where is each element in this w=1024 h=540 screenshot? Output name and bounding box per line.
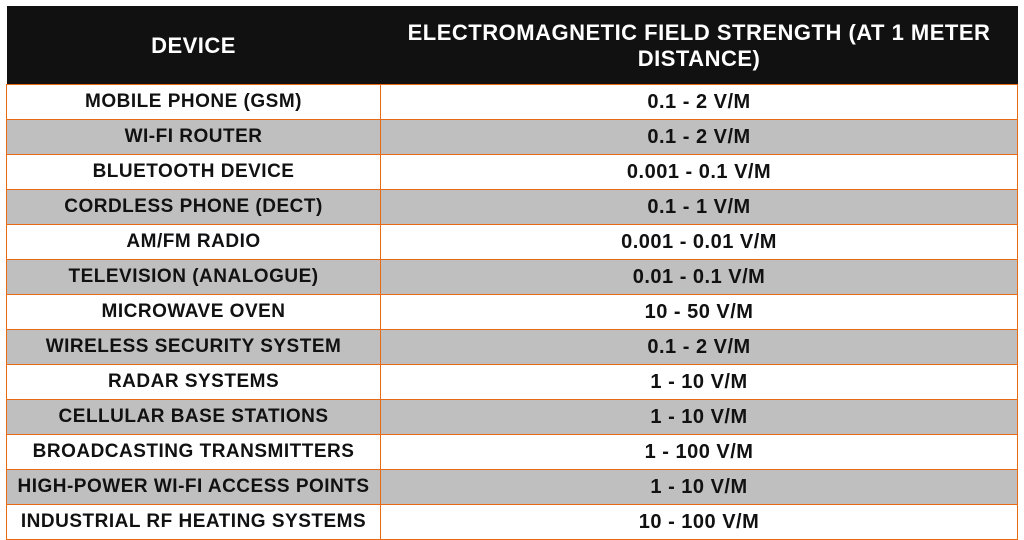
cell-device: AM/FM Radio bbox=[7, 225, 381, 260]
table-row: Cordless Phone (DECT)0.1 - 1 V/M bbox=[7, 190, 1018, 225]
cell-device: Mobile Phone (GSM) bbox=[7, 85, 381, 120]
cell-strength: 1 - 100 V/M bbox=[381, 435, 1018, 470]
table-row: AM/FM Radio0.001 - 0.01 V/M bbox=[7, 225, 1018, 260]
cell-device: Cellular Base Stations bbox=[7, 400, 381, 435]
table-row: Bluetooth Device0.001 - 0.1 V/M bbox=[7, 155, 1018, 190]
col-header-strength: ELECTROMAGNETIC FIELD STRENGTH (AT 1 MET… bbox=[381, 6, 1018, 85]
col-header-device: DEVICE bbox=[7, 6, 381, 85]
cell-strength: 1 - 10 V/M bbox=[381, 365, 1018, 400]
table-row: Wireless Security System0.1 - 2 V/M bbox=[7, 330, 1018, 365]
table-row: Wi-Fi Router0.1 - 2 V/M bbox=[7, 120, 1018, 155]
table-body: Mobile Phone (GSM)0.1 - 2 V/MWi-Fi Route… bbox=[7, 85, 1018, 540]
table-header-row: DEVICE ELECTROMAGNETIC FIELD STRENGTH (A… bbox=[7, 6, 1018, 85]
cell-device: Broadcasting Transmitters bbox=[7, 435, 381, 470]
cell-strength: 1 - 10 V/M bbox=[381, 400, 1018, 435]
cell-strength: 0.1 - 1 V/M bbox=[381, 190, 1018, 225]
cell-device: Radar Systems bbox=[7, 365, 381, 400]
table-row: Industrial RF Heating Systems10 - 100 V/… bbox=[7, 505, 1018, 540]
cell-strength: 0.01 - 0.1 V/M bbox=[381, 260, 1018, 295]
cell-strength: 10 - 100 V/M bbox=[381, 505, 1018, 540]
cell-strength: 0.1 - 2 V/M bbox=[381, 85, 1018, 120]
cell-device: Wireless Security System bbox=[7, 330, 381, 365]
cell-strength: 0.001 - 0.1 V/M bbox=[381, 155, 1018, 190]
cell-strength: 10 - 50 V/M bbox=[381, 295, 1018, 330]
cell-device: Microwave Oven bbox=[7, 295, 381, 330]
cell-device: Industrial RF Heating Systems bbox=[7, 505, 381, 540]
cell-strength: 1 - 10 V/M bbox=[381, 470, 1018, 505]
emf-table: DEVICE ELECTROMAGNETIC FIELD STRENGTH (A… bbox=[6, 6, 1018, 540]
table-row: High-Power Wi-Fi Access Points1 - 10 V/M bbox=[7, 470, 1018, 505]
cell-strength: 0.1 - 2 V/M bbox=[381, 120, 1018, 155]
table-row: Radar Systems1 - 10 V/M bbox=[7, 365, 1018, 400]
cell-strength: 0.001 - 0.01 V/M bbox=[381, 225, 1018, 260]
cell-device: Television (Analogue) bbox=[7, 260, 381, 295]
table-row: Mobile Phone (GSM)0.1 - 2 V/M bbox=[7, 85, 1018, 120]
table-row: Television (Analogue)0.01 - 0.1 V/M bbox=[7, 260, 1018, 295]
cell-strength: 0.1 - 2 V/M bbox=[381, 330, 1018, 365]
table-row: Microwave Oven10 - 50 V/M bbox=[7, 295, 1018, 330]
table-row: Cellular Base Stations1 - 10 V/M bbox=[7, 400, 1018, 435]
table-row: Broadcasting Transmitters1 - 100 V/M bbox=[7, 435, 1018, 470]
cell-device: High-Power Wi-Fi Access Points bbox=[7, 470, 381, 505]
cell-device: Wi-Fi Router bbox=[7, 120, 381, 155]
cell-device: Bluetooth Device bbox=[7, 155, 381, 190]
cell-device: Cordless Phone (DECT) bbox=[7, 190, 381, 225]
